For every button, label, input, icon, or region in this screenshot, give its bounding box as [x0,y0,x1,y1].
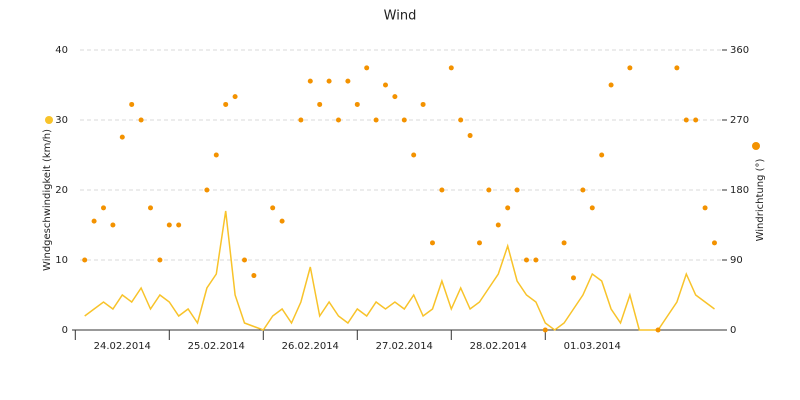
direction-dot [307,78,313,84]
direction-dot [326,78,332,84]
y-tick-label: 30 [55,115,68,126]
y2-tick-label: 90 [730,255,743,266]
direction-dot [223,101,229,107]
direction-dot [655,327,661,333]
direction-dot [542,327,548,333]
direction-dot [392,94,398,100]
direction-dot [627,65,633,71]
direction-dot [411,152,417,158]
direction-dot [270,205,276,211]
direction-dot [439,187,445,193]
direction-dot [523,257,529,263]
direction-dot [176,222,182,228]
direction-dot [298,117,304,123]
y2-tick-label: 270 [730,115,749,126]
direction-dot [486,187,492,193]
legend-marker [752,142,760,150]
direction-dot [429,240,435,246]
direction-dot [335,117,341,123]
direction-dot [241,257,247,263]
direction-dot [279,218,285,224]
y-tick-label: 10 [55,255,68,266]
direction-dot [129,101,135,107]
x-tick-label: 25.02.2014 [188,341,245,352]
direction-dot [119,134,125,140]
direction-dot [599,152,605,158]
y2-tick-label: 360 [730,45,749,56]
direction-dot [401,117,407,123]
direction-dot [702,205,708,211]
chart-title: Wind [384,9,417,24]
direction-dot [693,117,699,123]
direction-dot [345,78,351,84]
x-tick-label: 28.02.2014 [470,341,527,352]
direction-dot [317,101,323,107]
direction-dot [354,101,360,107]
y-tick-label: 0 [62,325,68,336]
direction-dot [100,205,106,211]
direction-dot [711,240,717,246]
direction-dot [232,94,238,100]
legend-marker [45,116,53,124]
direction-dot [674,65,680,71]
y-axis-title: Windgeschwindigkeit (km/h) [42,129,53,271]
direction-dot [147,205,153,211]
y2-tick-label: 180 [730,185,749,196]
y-tick-label: 40 [55,45,68,56]
speed-line [84,210,715,331]
direction-dot [589,205,595,211]
direction-dot [448,65,454,71]
direction-dot [373,117,379,123]
direction-dot [157,257,163,263]
direction-dot [110,222,116,228]
direction-dot [138,117,144,123]
direction-dot [683,117,689,123]
direction-dot [505,205,511,211]
x-tick-label: 26.02.2014 [282,341,339,352]
x-tick-label: 27.02.2014 [376,341,433,352]
x-tick-label: 24.02.2014 [94,341,151,352]
direction-dot [476,240,482,246]
direction-dot [213,152,219,158]
direction-dot [514,187,520,193]
direction-dot [204,187,210,193]
direction-dot [561,240,567,246]
direction-dot [570,275,576,281]
direction-dot [533,257,539,263]
direction-dot [495,222,501,228]
direction-dot [580,187,586,193]
y2-axis-title: Windrichtung (°) [755,159,766,242]
y-tick-label: 20 [55,185,68,196]
x-tick-label: 01.03.2014 [564,341,621,352]
direction-dot [420,101,426,107]
direction-dot [608,82,614,88]
direction-dot [251,273,257,279]
direction-dot [364,65,370,71]
direction-dot [91,218,97,224]
y2-tick-label: 0 [730,325,736,336]
direction-dot [382,82,388,88]
direction-dot [166,222,172,228]
direction-dot [82,257,88,263]
direction-dot [458,117,464,123]
direction-dot [467,133,473,139]
